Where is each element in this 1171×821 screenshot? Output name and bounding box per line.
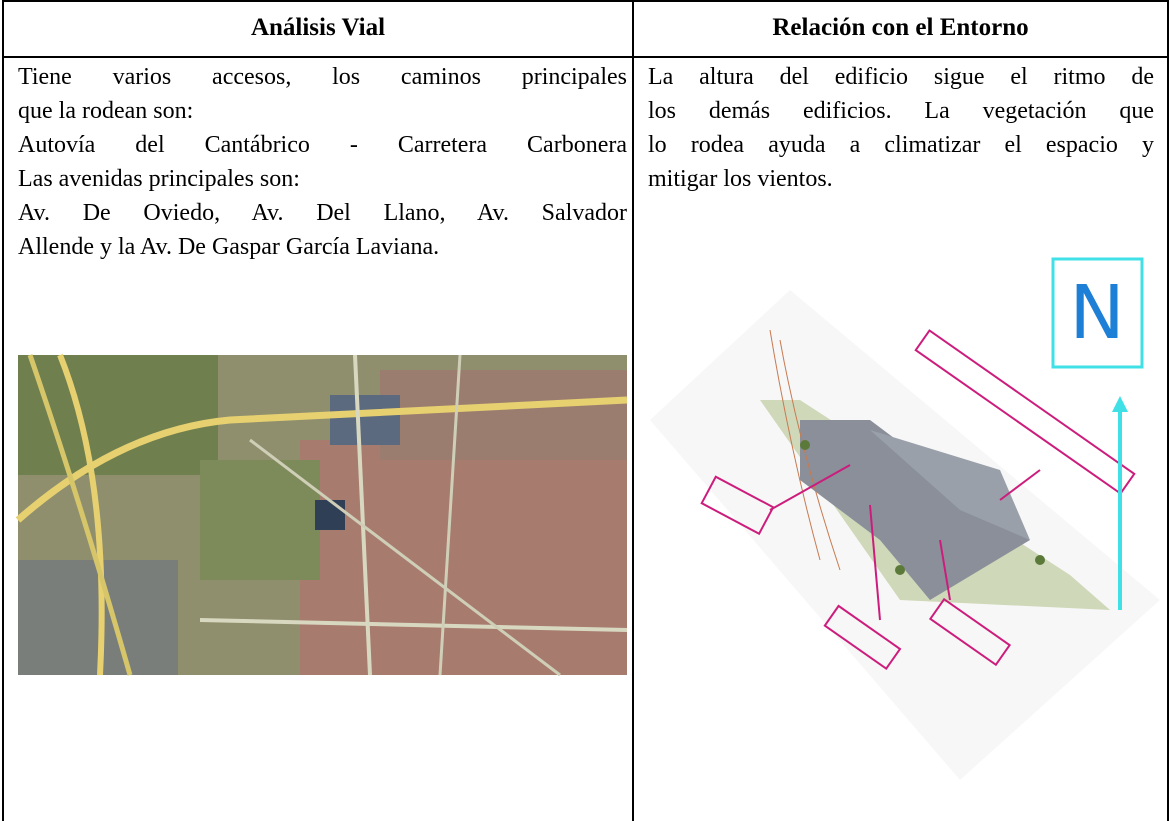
header: Análisis Vial (250, 14, 386, 41)
text-line: los demás edificios. La vegetación que (648, 98, 1154, 124)
text-line: Las avenidas principales son: (18, 166, 300, 192)
text-line: que la rodean son: (18, 98, 194, 124)
border-right (1167, 0, 1169, 821)
text-line: Tiene varios accesos, los caminos princi… (18, 64, 627, 90)
aerial-photo (15, 353, 628, 677)
border-top (2, 0, 1169, 2)
border-mid (632, 0, 634, 821)
header: Relación con el Entorno (772, 14, 1029, 41)
compass-label: N (1069, 270, 1124, 356)
text-line: La altura del edificio sigue el ritmo de (648, 64, 1154, 90)
text-line: lo rodea ayuda a climatizar el espacio y (648, 132, 1154, 158)
text-line: Av. De Oviedo, Av. Del Llano, Av. Salvad… (18, 200, 627, 226)
border-left (2, 0, 4, 821)
compass-box (1051, 257, 1144, 369)
text-line: Autovía del Cantábrico - Carretera Carbo… (18, 132, 627, 158)
compass-arrowhead (1112, 396, 1128, 412)
border-header (2, 56, 1169, 58)
site-plan (650, 290, 1160, 780)
text-line: Allende y la Av. De Gaspar García Lavian… (18, 234, 440, 260)
text-line: mitigar los vientos. (648, 166, 833, 192)
